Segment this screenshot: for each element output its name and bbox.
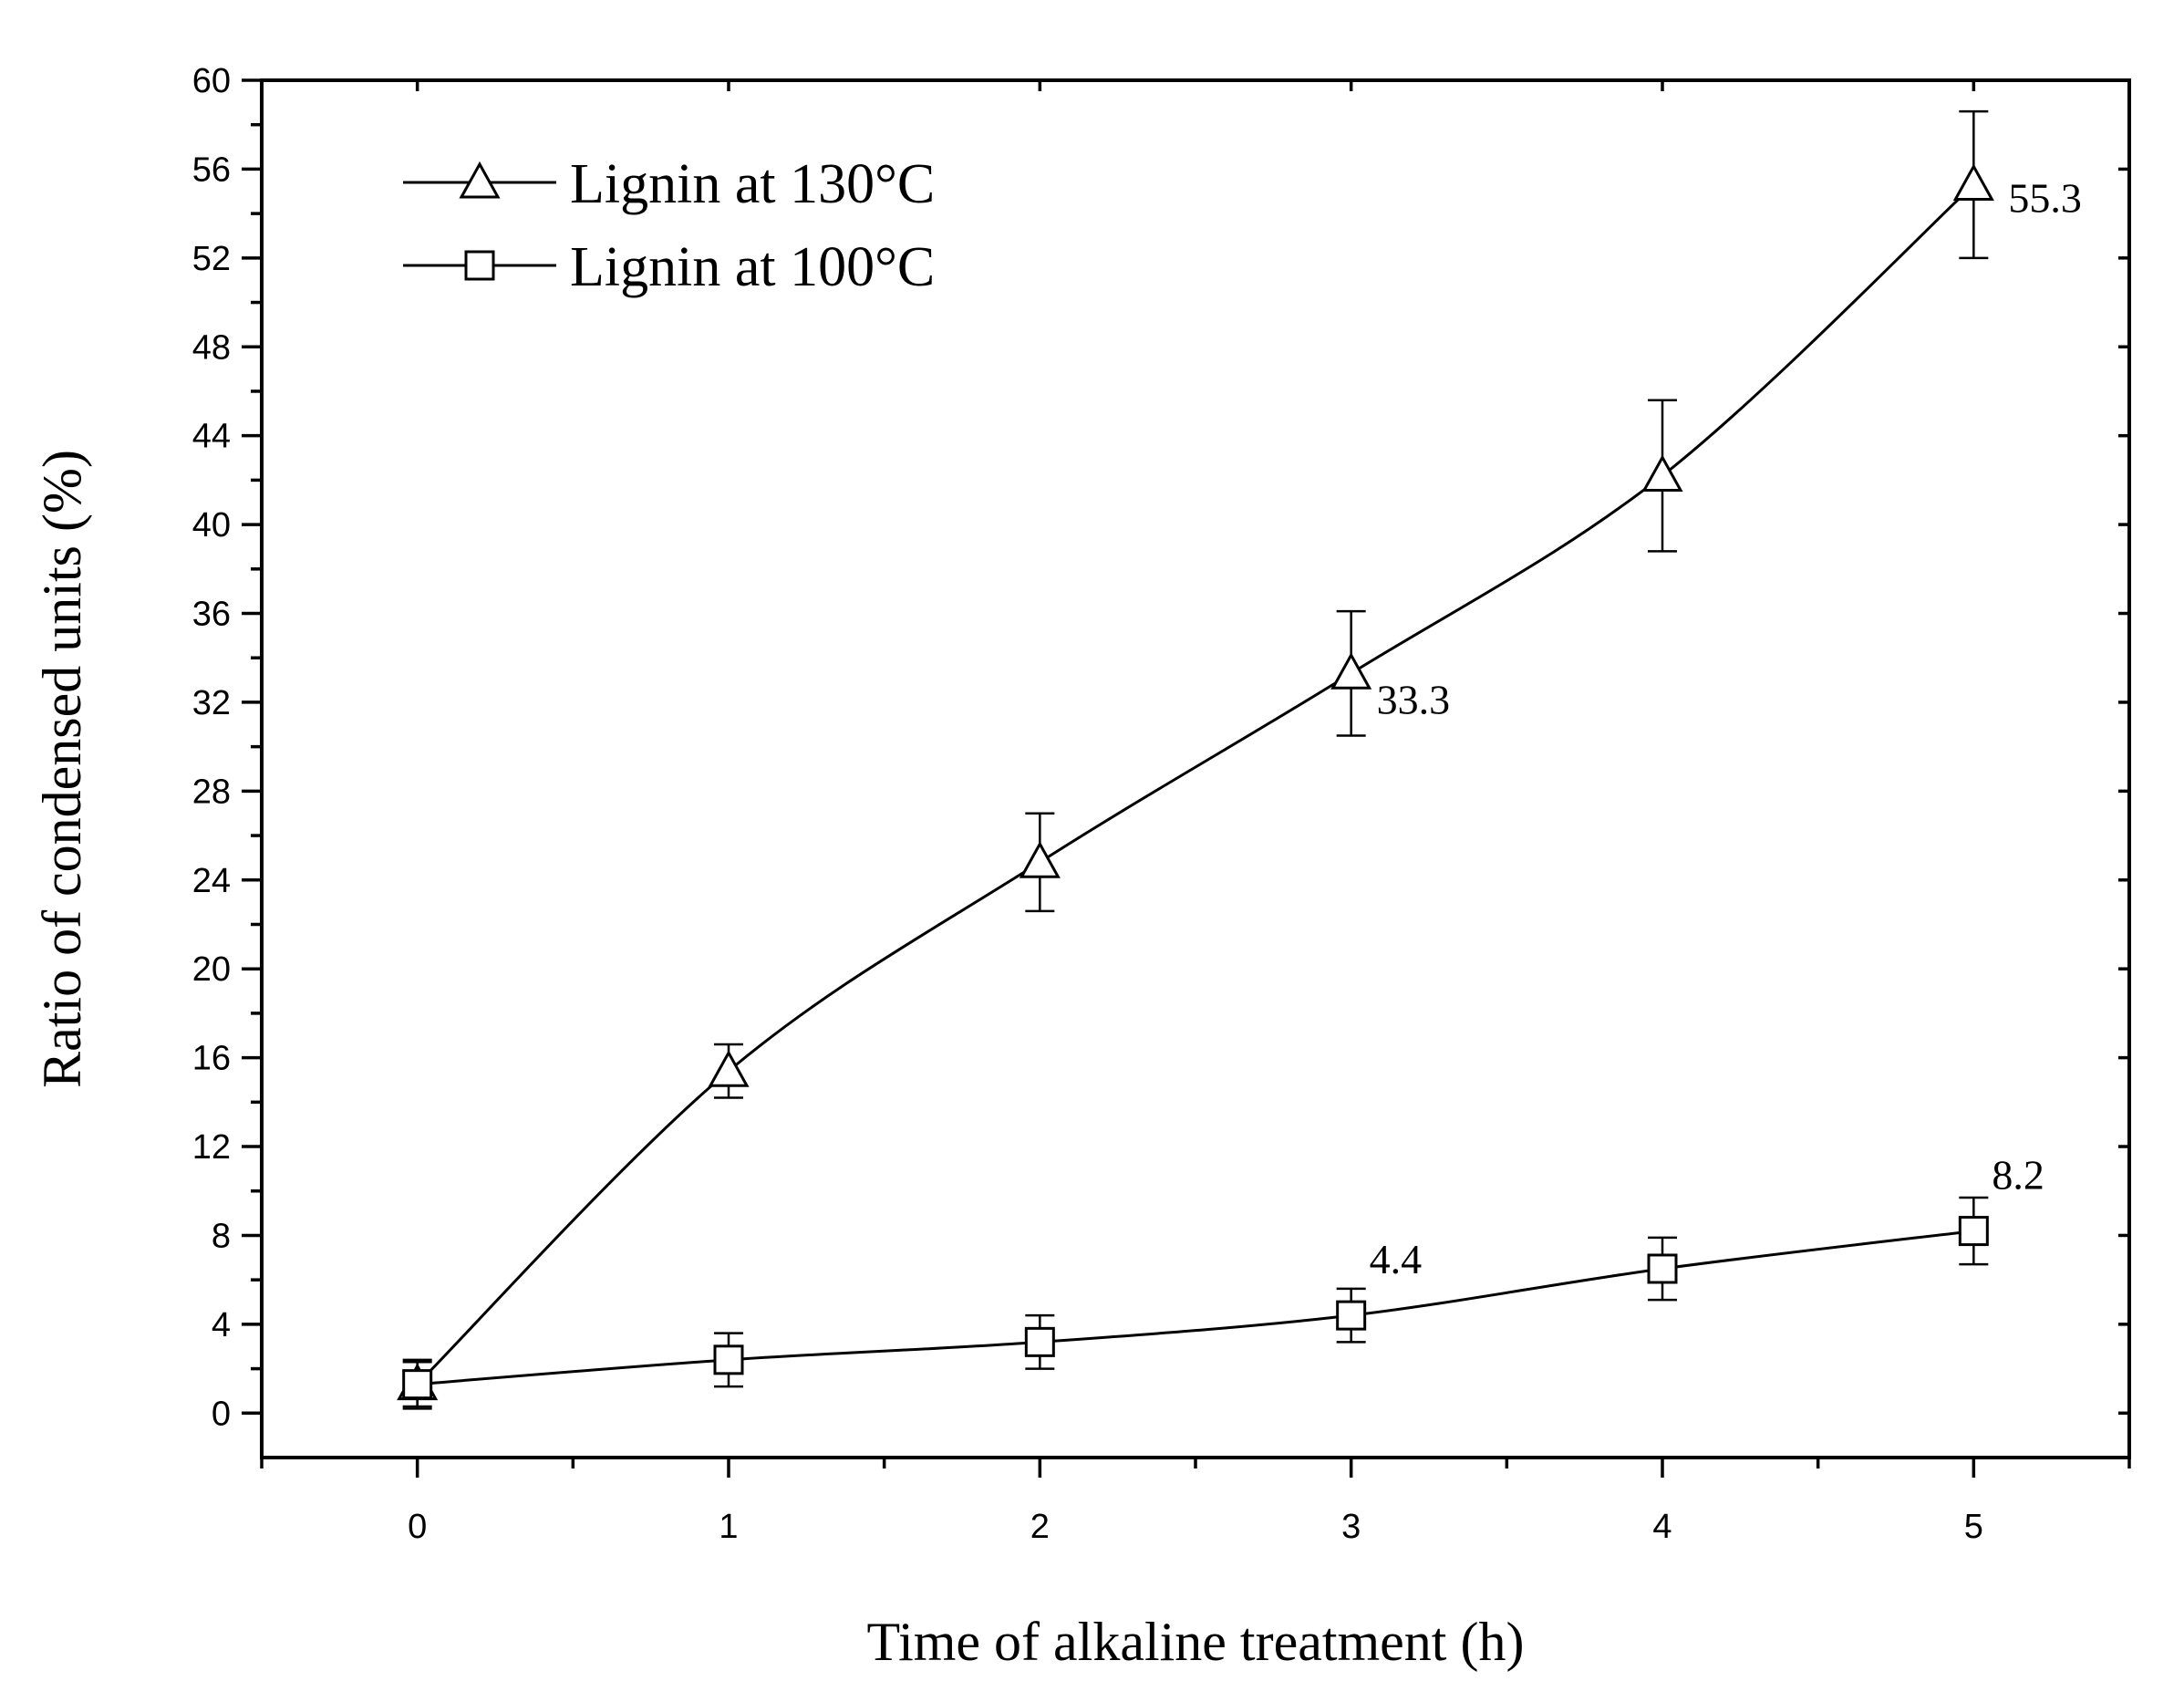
- y-tick-label: 20: [192, 950, 231, 989]
- triangle-marker: [708, 1050, 750, 1087]
- data-label: 55.3: [2008, 174, 2082, 221]
- x-tick-label: 3: [1341, 1508, 1361, 1546]
- data-label: 4.4: [1370, 1236, 1423, 1282]
- y-tick-label: 12: [192, 1128, 231, 1167]
- triangle-marker: [1641, 454, 1683, 493]
- y-tick-label: 60: [192, 62, 231, 100]
- legend-label: Lignin at 100°C: [570, 236, 935, 298]
- square-marker: [402, 1369, 433, 1400]
- legend-square-marker: [464, 250, 495, 281]
- series-0: [397, 109, 1994, 1408]
- y-tick-label: 52: [192, 240, 231, 278]
- legend-triangle-marker: [459, 161, 501, 199]
- y-tick-label: 28: [192, 773, 231, 811]
- x-tick-label: 0: [408, 1508, 427, 1546]
- triangle-marker: [1330, 652, 1372, 690]
- square-marker: [1958, 1216, 1989, 1247]
- y-tick-label: 44: [192, 418, 231, 456]
- annotation-layer: 33.3 55.3 4.4 8.2: [1370, 174, 2082, 1282]
- x-tick-label: 1: [719, 1508, 738, 1546]
- y-tick-label: 4: [212, 1306, 231, 1344]
- plot-frame: [260, 78, 2131, 1459]
- triangle-marker: [1019, 841, 1061, 878]
- square-marker: [1647, 1253, 1678, 1284]
- square-marker: [1336, 1300, 1367, 1331]
- y-tick-label: 8: [212, 1217, 231, 1255]
- series-layer: [397, 109, 1994, 1410]
- data-label: 33.3: [1377, 676, 1451, 722]
- series-1: [402, 1196, 1989, 1410]
- y-tick-label: 0: [212, 1395, 231, 1433]
- square-marker: [1024, 1326, 1055, 1357]
- x-tick-label: 2: [1030, 1508, 1050, 1546]
- legend-label: Lignin at 130°C: [570, 153, 935, 215]
- triangle-marker: [1952, 163, 1994, 201]
- y-tick-label: 56: [192, 150, 231, 189]
- y-tick-label: 36: [192, 596, 231, 634]
- x-tick-label: 4: [1652, 1508, 1672, 1546]
- y-tick-label: 40: [192, 506, 231, 545]
- data-label: 8.2: [1992, 1152, 2044, 1199]
- series-line: [417, 1230, 1974, 1386]
- y-tick-label: 48: [192, 328, 231, 367]
- y-tick-label: 16: [192, 1040, 231, 1078]
- y-tick-label: 24: [192, 862, 231, 900]
- legend: Lignin at 130°C Lignin at 100°C: [403, 153, 935, 298]
- x-tick-label: 5: [1964, 1508, 1983, 1546]
- square-marker: [713, 1344, 744, 1375]
- y-axis-title: Ratio of condensed units (%): [32, 450, 92, 1088]
- x-axis-title: Time of alkaline treatment (h): [867, 1612, 1525, 1672]
- y-tick-label: 32: [192, 684, 231, 722]
- series-line: [416, 183, 1975, 1385]
